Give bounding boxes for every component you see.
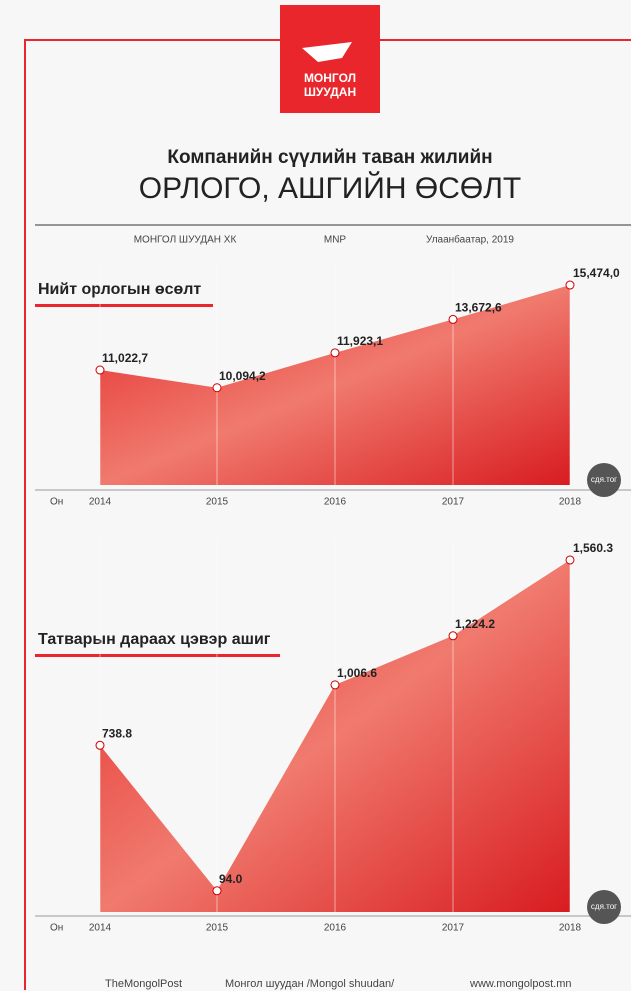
- value-label: 13,672,6: [455, 301, 502, 315]
- value-label: 15,474,0: [573, 266, 620, 280]
- logo-text: МОНГОЛ: [304, 71, 356, 85]
- x-tick-label: 2014: [89, 497, 112, 508]
- logo-text: ШУУДАН: [304, 85, 356, 99]
- x-tick-label: 2014: [89, 923, 112, 934]
- badge-text: сдя.тог: [591, 902, 617, 911]
- point: [213, 384, 221, 392]
- title-underline: [35, 304, 213, 307]
- footer: Монгол шуудан /Mongol shuudan/: [225, 978, 395, 990]
- footer: TheMongolPost: [105, 978, 182, 990]
- chart-title: Татварын дараах цэвэр ашиг: [38, 631, 271, 648]
- value-label: 1,560.3: [573, 541, 613, 555]
- point: [213, 887, 221, 895]
- value-label: 738.8: [102, 726, 132, 740]
- x-tick-label: 2017: [442, 497, 465, 508]
- footer: www.mongolpost.mn: [469, 978, 572, 990]
- point: [96, 741, 104, 749]
- x-tick-label: 2018: [559, 497, 582, 508]
- infographic: МОНГОЛ ШУУДАН Компанийн сүүлийн таван жи…: [0, 0, 631, 991]
- point: [449, 315, 457, 323]
- meta: МОНГОЛ ШУУДАН ХК: [134, 235, 237, 246]
- point: [566, 281, 574, 289]
- meta: Улаанбаатар, 2019: [426, 234, 514, 246]
- title-underline: [35, 654, 280, 657]
- point: [331, 349, 339, 357]
- point: [331, 681, 339, 689]
- x-tick-label: 2017: [442, 923, 465, 934]
- value-label: 11,923,1: [337, 334, 383, 348]
- x-tick-label: 2016: [324, 497, 347, 508]
- value-label: 1,224.2: [455, 617, 495, 631]
- value-label: 10,094,2: [219, 369, 266, 383]
- x-axis-label: Он: [50, 497, 63, 508]
- value-label: 94.0: [219, 872, 243, 886]
- x-tick-label: 2015: [206, 497, 229, 508]
- x-tick-label: 2015: [206, 923, 229, 934]
- point: [96, 366, 104, 374]
- point: [566, 556, 574, 564]
- badge-text: сдя.тог: [591, 475, 617, 484]
- title: Компанийн сүүлийн таван жилийн: [167, 147, 492, 168]
- value-label: 1,006.6: [337, 666, 377, 680]
- value-label: 11,022,7: [102, 351, 148, 365]
- meta: MNP: [324, 235, 347, 246]
- x-tick-label: 2016: [324, 923, 347, 934]
- x-axis-label: Он: [50, 923, 63, 934]
- point: [449, 632, 457, 640]
- chart-title: Нийт орлогын өсөлт: [38, 281, 201, 298]
- x-tick-label: 2018: [559, 923, 582, 934]
- title: ОРЛОГО, АШГИЙН ӨСӨЛТ: [139, 171, 521, 205]
